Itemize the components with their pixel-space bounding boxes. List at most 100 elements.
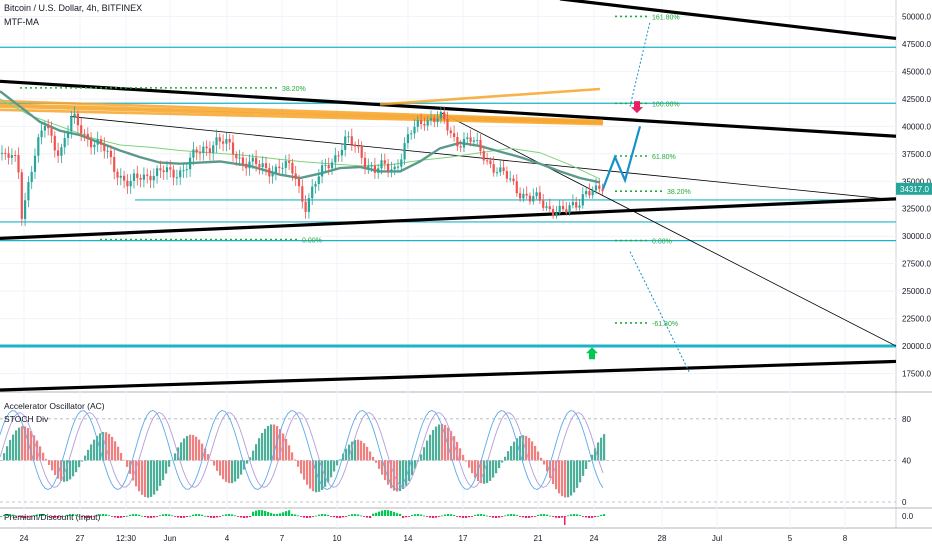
ac-bar[interactable] — [426, 440, 429, 461]
candle-body[interactable] — [172, 169, 175, 178]
premium-bar[interactable] — [144, 516, 147, 518]
premium-bar[interactable] — [540, 514, 543, 516]
candle-body[interactable] — [169, 167, 172, 170]
premium-bar[interactable] — [165, 514, 168, 516]
premium-bar[interactable] — [195, 514, 198, 516]
premium-bar[interactable] — [183, 516, 186, 518]
ac-bar[interactable] — [117, 446, 120, 461]
premium-bar[interactable] — [36, 514, 39, 516]
ac-bar[interactable] — [162, 460, 165, 481]
ac-bar[interactable] — [12, 434, 15, 461]
candle-body[interactable] — [396, 166, 400, 168]
candle-body[interactable] — [7, 153, 10, 158]
candle-body[interactable] — [162, 170, 165, 173]
premium-bar[interactable] — [396, 513, 399, 516]
ac-bar[interactable] — [567, 460, 570, 498]
ac-bar[interactable] — [462, 454, 465, 461]
ac-bar[interactable] — [378, 460, 381, 469]
premium-bar[interactable] — [132, 514, 135, 516]
ac-bar[interactable] — [9, 439, 12, 461]
ac-bar[interactable] — [180, 442, 183, 461]
candle-body[interactable] — [80, 125, 83, 134]
ac-bar[interactable] — [81, 460, 84, 462]
candle-body[interactable] — [390, 169, 393, 172]
premium-bar[interactable] — [252, 511, 255, 516]
premium-bar[interactable] — [486, 515, 489, 517]
candle-body[interactable] — [60, 147, 63, 156]
candle-body[interactable] — [152, 175, 155, 181]
ac-bar[interactable] — [249, 457, 252, 461]
ac-bar[interactable] — [291, 452, 294, 461]
ac-bar[interactable] — [339, 459, 342, 461]
candle-body[interactable] — [159, 168, 162, 171]
ac-bar[interactable] — [126, 460, 129, 467]
premium-bar[interactable] — [225, 514, 228, 516]
ac-bar[interactable] — [486, 460, 489, 484]
premium-bar[interactable] — [498, 516, 501, 518]
premium-bar[interactable] — [45, 515, 48, 516]
orange-ma-line[interactable] — [0, 105, 604, 125]
ac-bar[interactable] — [501, 460, 504, 463]
premium-bar[interactable] — [354, 514, 357, 516]
candle-body[interactable] — [561, 205, 565, 210]
candle-body[interactable] — [499, 167, 502, 173]
candle-body[interactable] — [387, 163, 390, 172]
premium-bar[interactable] — [519, 516, 522, 517]
premium-bar[interactable] — [318, 514, 321, 516]
candle-body[interactable] — [231, 142, 235, 155]
premium-bar[interactable] — [234, 515, 237, 517]
premium-bar[interactable] — [555, 516, 558, 518]
candle-body[interactable] — [509, 178, 512, 180]
candle-body[interactable] — [466, 137, 469, 139]
candle-body[interactable] — [476, 139, 479, 141]
candle-body[interactable] — [400, 159, 403, 167]
candle-body[interactable] — [123, 175, 126, 181]
candle-body[interactable] — [515, 181, 518, 194]
premium-bar[interactable] — [303, 516, 306, 518]
ac-bar[interactable] — [42, 452, 45, 461]
premium-bar[interactable] — [87, 516, 90, 518]
candle-body[interactable] — [330, 162, 334, 169]
candle-body[interactable] — [568, 205, 571, 213]
candle-body[interactable] — [76, 113, 79, 126]
candle-body[interactable] — [594, 185, 598, 191]
premium-bar[interactable] — [525, 516, 528, 518]
premium-bar[interactable] — [516, 515, 519, 516]
ac-bar[interactable] — [324, 460, 327, 487]
ac-bar[interactable] — [186, 435, 189, 461]
ac-bar[interactable] — [498, 460, 501, 469]
ac-bar[interactable] — [252, 450, 255, 461]
premium-bar[interactable] — [69, 514, 72, 516]
ac-bar[interactable] — [558, 460, 561, 494]
premium-bar[interactable] — [0, 516, 3, 517]
candle-body[interactable] — [126, 180, 129, 187]
candle-body[interactable] — [205, 146, 208, 149]
premium-bar[interactable] — [312, 516, 315, 517]
ac-bar[interactable] — [453, 436, 456, 461]
premium-bar[interactable] — [477, 514, 480, 516]
candle-body[interactable] — [416, 120, 419, 127]
ac-bar[interactable] — [603, 434, 606, 461]
ac-bar[interactable] — [561, 460, 564, 497]
premium-bar[interactable] — [276, 513, 279, 516]
premium-bar[interactable] — [384, 510, 387, 516]
candle-body[interactable] — [83, 133, 86, 135]
premium-bar[interactable] — [588, 516, 591, 518]
ac-bar[interactable] — [312, 460, 315, 492]
candle-body[interactable] — [264, 163, 268, 169]
premium-bar[interactable] — [363, 516, 366, 517]
ac-bar[interactable] — [369, 451, 372, 461]
candle-body[interactable] — [449, 130, 452, 134]
premium-bar[interactable] — [360, 515, 363, 517]
premium-bar[interactable] — [390, 510, 393, 516]
ac-bar[interactable] — [588, 460, 591, 462]
candle-body[interactable] — [337, 155, 340, 157]
ac-bar[interactable] — [156, 460, 159, 491]
premium-bar[interactable] — [480, 514, 483, 516]
premium-bar[interactable] — [75, 514, 78, 516]
premium-bar[interactable] — [594, 516, 597, 518]
premium-bar[interactable] — [417, 514, 420, 516]
candle-body[interactable] — [294, 173, 297, 179]
candle-body[interactable] — [268, 168, 271, 177]
ac-bar[interactable] — [441, 423, 444, 461]
